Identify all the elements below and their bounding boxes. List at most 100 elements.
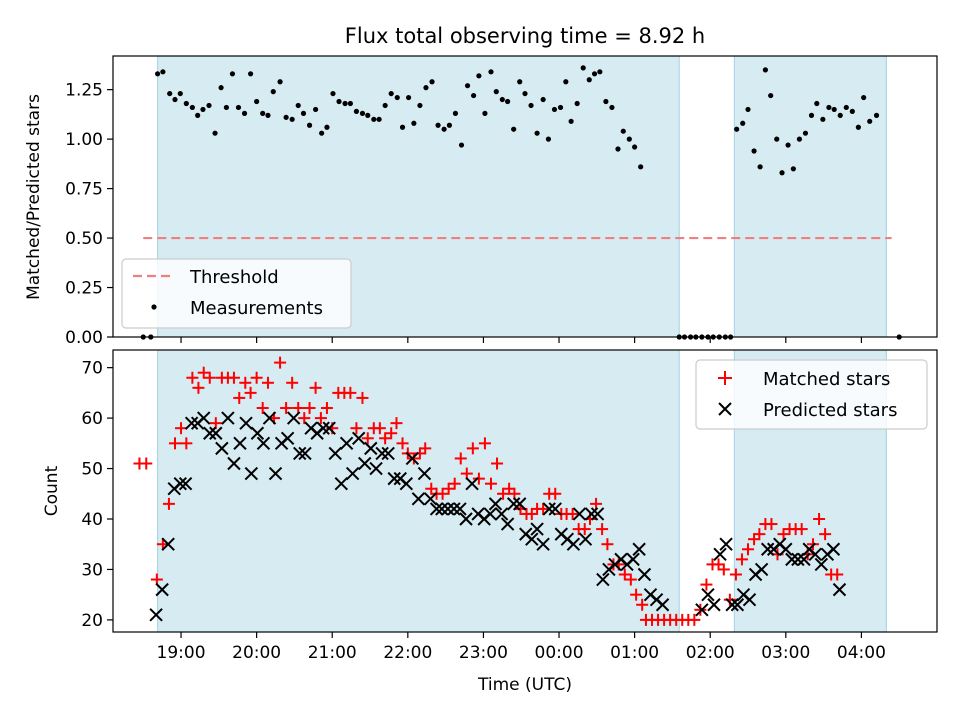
matched-star-point [209,417,222,430]
matched-star-point [831,568,844,581]
measurements-legend-swatch [151,304,157,310]
measurement-point [306,122,313,128]
measurement-point [342,100,348,107]
measurement-point [751,148,757,154]
measurement-point [574,100,580,107]
measurement-point [632,144,638,150]
predicted-star-point [441,502,455,516]
measurement-point [557,104,564,111]
matched-star-point [379,432,392,445]
matched-star-point [298,412,311,425]
measurement-point [371,116,377,122]
predicted-star-point [262,411,277,425]
matched-star-point [244,386,257,399]
matched-star-point [192,381,205,394]
top-x-ticks [180,337,863,343]
measurement-point [545,136,552,142]
matched-star-point [361,432,374,445]
measurement-point [540,96,546,103]
measurement-point [511,126,517,132]
chart-title: Flux total observing time = 8.92 h [345,24,705,48]
matched-star-point [442,482,455,495]
matched-star-point [356,391,369,404]
matched-star-point [396,437,409,450]
measurement-point [218,85,224,91]
matched-star-point [162,497,175,510]
predicted-star-point [286,411,301,425]
matched-star-point [250,371,263,384]
predicted-star-point [405,451,420,466]
matched-star-point [777,528,790,541]
predicted-star-point [155,582,169,597]
top-plot-frame [112,55,938,338]
predicted-star-point [725,598,739,612]
measurement-point [411,120,417,126]
matched-star-point [753,528,766,541]
x-axis-label: Time (UTC) [477,675,572,695]
measurement-point [464,83,471,89]
predicted-star-point [525,532,539,546]
matched-star-point [407,452,420,465]
predicted-star-point [465,476,479,491]
measurement-point [206,102,212,109]
matched-star-point [292,402,305,415]
matched-star-point [454,452,467,465]
predicted-star-point [322,421,336,435]
measurement-point [517,79,523,85]
matched-star-point [748,533,761,546]
predicted-star-point [345,466,360,481]
predicted-star-point [779,542,793,556]
measurement-point [499,96,505,103]
predicted-star-point [808,547,822,562]
predicted-stars-points [149,411,847,622]
measurement-point [172,96,178,103]
measurement-point [270,89,276,95]
measurement-point [183,100,189,107]
matched-star-point [168,437,181,450]
measurement-point [493,89,499,95]
predicted-star-point [578,532,593,546]
matched-star-point [537,502,550,515]
matched-star-point [256,402,269,415]
measurement-point [247,71,254,77]
matched-star-point [549,487,562,500]
matched-star-point [436,487,449,500]
x-tick-label: 20:00 [232,643,281,663]
bottom-shaded-intervals [157,350,887,632]
measurement-point [254,98,260,105]
predicted-star-point [369,461,383,476]
predicted-star-point [161,537,175,551]
predicted-star-point [387,471,401,486]
x-tick-label: 04:00 [837,643,886,663]
measurement-point [319,130,325,136]
matched-star-point [735,553,748,566]
legend-entry-matched: Matched stars [763,369,890,390]
measurement-point [849,108,855,115]
matched-star-point [717,563,730,576]
measurement-point [229,71,236,77]
matched-star-point [636,598,649,611]
top-panel: 0.00 0.25 0.50 0.75 1.00 1.25 Matched/Predict… [24,55,938,348]
predicted-star-point [197,411,211,425]
predicted-star-point [453,502,467,516]
matched-star-point [624,573,637,586]
top-y-axis: 0.00 0.25 0.50 0.75 1.00 1.25 [65,81,113,348]
matched-star-point [203,371,216,384]
measurement-point [458,142,465,148]
matched-star-point [385,427,398,440]
measurement-point [265,112,271,118]
measurement-point [359,110,366,116]
measurement-point [324,124,330,130]
measurement-point [488,69,494,75]
predicted-star-point [280,431,295,445]
matched-star-point [320,402,333,415]
measurement-point [774,136,780,142]
predicted-star-point [256,436,271,451]
predicted-star-point [626,552,640,567]
matched-star-point [618,568,631,581]
predicted-star-point [429,502,444,516]
measurement-point [223,104,229,111]
matched-star-point [503,482,516,495]
predicted-star-point [351,431,366,445]
matched-star-point [630,588,643,601]
